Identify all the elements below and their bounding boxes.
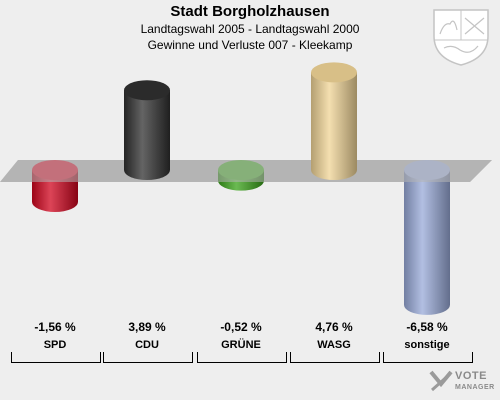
value-label: 3,89 % [128, 320, 166, 334]
category-label: CDU [135, 339, 159, 351]
bar-wasg [311, 62, 357, 180]
logo-text-vote: VOTE [455, 370, 487, 382]
coat-of-arms-icon [433, 9, 489, 66]
category-bracket [383, 352, 473, 363]
chart-subtitle-2: Gewinne und Verluste 007 - Kleekamp [147, 38, 353, 52]
bar-cap [124, 80, 170, 101]
category-label: GRÜNE [221, 339, 261, 351]
bars-below-baseline [32, 160, 450, 315]
chart-title: Stadt Borgholzhausen [170, 3, 330, 20]
bar-sonstige [404, 160, 450, 315]
bar-cap [311, 62, 357, 83]
value-label: -0,52 % [220, 320, 262, 334]
bar-cdu [124, 80, 170, 180]
category-label: sonstige [404, 339, 450, 351]
bar-body [404, 170, 450, 315]
chart-subtitle: Landtagswahl 2005 - Landtagswahl 2000 [140, 22, 360, 36]
value-label: -1,56 % [34, 320, 76, 334]
value-label: 4,76 % [315, 320, 353, 334]
category-bracket [197, 352, 287, 363]
logo-text-manager: MANAGER [455, 384, 495, 391]
bar-body [124, 90, 170, 180]
bars-above-baseline [124, 62, 357, 180]
vote-manager-logo-icon [429, 370, 453, 392]
category-bracket [103, 352, 193, 363]
category-bracket [290, 352, 380, 363]
category-label: WASG [317, 339, 351, 351]
value-label: -6,58 % [406, 320, 448, 334]
category-bracket [11, 352, 101, 363]
bar-body [311, 72, 357, 180]
category-label: SPD [43, 339, 67, 351]
baseline-plane-overlay [0, 160, 492, 182]
